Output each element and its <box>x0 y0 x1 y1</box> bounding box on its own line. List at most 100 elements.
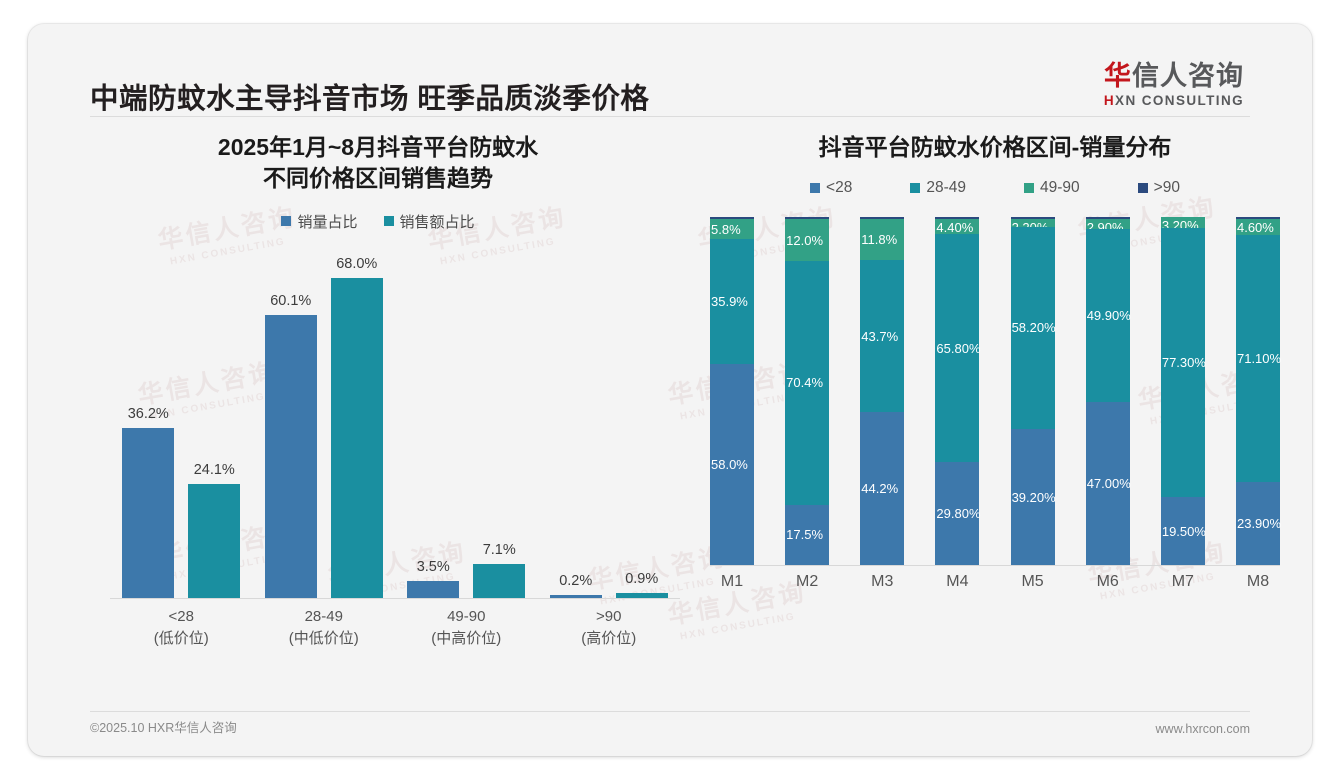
right-legend-item-2[interactable]: 49-90 <box>1024 179 1080 197</box>
stacked-bar-x-axis <box>710 565 1280 567</box>
legend-swatch-icon <box>383 216 394 227</box>
left-legend-item-0[interactable]: 销量占比 <box>281 211 358 232</box>
left-chart-legend: 销量占比 销售额占比 <box>68 211 688 232</box>
bar-value-label: 7.1% <box>482 542 516 559</box>
right-legend-item-3[interactable]: >90 <box>1137 179 1180 197</box>
x-axis-label: <28 (低价位) <box>110 606 253 651</box>
segment-value-label: 77.30% <box>1161 355 1206 371</box>
legend-label: <28 <box>826 179 853 197</box>
stacked-segment[interactable]: 4.60% <box>1235 219 1280 236</box>
legend-label: 销量占比 <box>297 213 358 231</box>
right-chart-panel: 抖音平台防蚊水价格区间-销量分布 <28 28-49 49-90 >90 0.3%5.… <box>700 132 1290 611</box>
stacked-segment[interactable]: 58.20% <box>1010 226 1056 430</box>
stacked-bar-chart: 0.3%5.8%35.9%58.0% 0.1%12.0%70.4%17.5% 0.3… <box>700 217 1290 611</box>
stacked-segment[interactable]: 35.9% <box>710 239 754 364</box>
logo-cn-red-char: 华 <box>1104 61 1132 91</box>
stacked-segment[interactable]: 47.00% <box>1085 402 1131 566</box>
stacked-segment[interactable]: 70.4% <box>785 260 830 505</box>
right-legend-item-1[interactable]: 28-49 <box>910 179 966 197</box>
stacked-segment[interactable]: 12.0% <box>785 219 830 261</box>
stacked-segment[interactable]: 2.90% <box>1085 219 1130 234</box>
footer-divider <box>90 711 1250 712</box>
stacked-segment[interactable]: 17.5% <box>785 504 830 566</box>
legend-swatch-icon <box>281 216 292 227</box>
legend-swatch-icon <box>1024 183 1034 194</box>
bar-column[interactable]: 60.1% <box>264 246 317 598</box>
bar-group: 36.2% 24.1% <box>110 246 253 598</box>
bar-value-label: 60.1% <box>270 293 312 310</box>
bar[interactable] <box>615 593 668 598</box>
x-axis-label-sub: (中低价位) <box>288 630 359 648</box>
bar[interactable] <box>330 278 383 598</box>
bar[interactable] <box>407 581 460 598</box>
stacked-segment[interactable]: 43.7% <box>860 260 905 412</box>
stacked-segment[interactable]: 58.0% <box>710 363 754 566</box>
stacked-bar-column[interactable]: 0.20%2.90%49.90%47.00% <box>1085 217 1131 566</box>
stacked-segment[interactable]: 2.20% <box>1010 219 1055 234</box>
stacked-segment[interactable]: 11.8% <box>860 219 905 261</box>
bar-column[interactable]: 7.1% <box>473 246 526 598</box>
segment-value-label: 47.00% <box>1086 476 1131 492</box>
stacked-segment[interactable]: 65.80% <box>935 234 981 463</box>
stacked-segment[interactable]: 39.20% <box>1010 429 1056 566</box>
segment-value-label: 71.10% <box>1236 351 1282 367</box>
bar[interactable] <box>188 484 241 598</box>
stacked-bar-column[interactable]: 0.10%4.40%65.80%29.80% <box>935 217 981 566</box>
bar-group: 0.2% 0.9% <box>538 246 681 598</box>
bar-value-label: 3.5% <box>416 559 450 576</box>
legend-swatch-icon <box>1137 183 1148 194</box>
grouped-bar-chart: 36.2% 24.1% 60.1% 68.0% 3.5% 7.1% 0.2% 0.9% <28… <box>68 246 688 647</box>
stacked-segment[interactable]: 44.2% <box>860 411 905 566</box>
company-logo: 华信人咨询 HXN CONSULTING <box>1104 61 1244 109</box>
right-legend-item-0[interactable]: <28 <box>810 179 852 197</box>
segment-value-label: 19.50% <box>1161 523 1206 539</box>
legend-label: 销售额占比 <box>399 213 475 231</box>
stacked-segment[interactable]: 29.80% <box>935 462 981 566</box>
footer-website: www.hxrcon.com <box>1155 722 1250 736</box>
stacked-bar-column[interactable]: 0.40%2.20%58.20%39.20% <box>1010 217 1056 566</box>
bar-column[interactable]: 24.1% <box>188 246 241 598</box>
bar-column[interactable]: 0.9% <box>615 246 668 598</box>
stacked-segment[interactable]: 19.50% <box>1160 497 1206 566</box>
legend-label: 28-49 <box>926 179 966 197</box>
slide-frame: 中端防蚊水主导抖音市场 旺季品质淡季价格 华信人咨询 HXN CONSULTIN… <box>28 24 1312 756</box>
x-axis-label: M2 <box>796 573 819 591</box>
right-chart-title: 抖音平台防蚊水价格区间-销量分布 <box>818 134 1172 160</box>
logo-en-rest: XN CONSULTING <box>1115 93 1244 109</box>
bar[interactable] <box>264 315 317 598</box>
stacked-segment[interactable]: 3.20% <box>1160 217 1205 232</box>
legend-label: >90 <box>1153 179 1180 197</box>
bar-value-label: 0.9% <box>625 571 659 588</box>
header-divider <box>90 116 1250 117</box>
stacked-bar-column[interactable]: 0.3%11.8%43.7%44.2% <box>860 217 905 566</box>
stacked-segment[interactable]: 49.90% <box>1085 229 1131 403</box>
stacked-bar-column[interactable]: 0.3%5.8%35.9%58.0% <box>710 217 754 566</box>
bar[interactable] <box>473 564 526 598</box>
grouped-bar-plot-area: 36.2% 24.1% 60.1% 68.0% 3.5% 7.1% 0.2% 0.9% <box>110 246 680 598</box>
bar[interactable] <box>549 594 602 598</box>
bar-column[interactable]: 36.2% <box>122 246 175 598</box>
x-axis-label-sub: (中高价位) <box>431 630 502 648</box>
segment-value-label: 23.90% <box>1236 516 1282 532</box>
stacked-segment[interactable]: 5.8% <box>710 219 754 240</box>
x-axis-label-sub: (低价位) <box>153 630 209 648</box>
bar[interactable] <box>122 427 175 598</box>
stacked-bar-column[interactable]: 0.1%12.0%70.4%17.5% <box>785 217 830 566</box>
x-axis-label-main: 49-90 <box>447 607 486 625</box>
stacked-segment[interactable]: 77.30% <box>1160 228 1206 498</box>
bar-column[interactable]: 0.2% <box>549 246 602 598</box>
stacked-bar-column[interactable]: 0.40%4.60%71.10%23.90% <box>1235 217 1282 566</box>
stacked-segment[interactable]: 23.90% <box>1235 482 1282 566</box>
legend-swatch-icon <box>810 183 821 194</box>
bar-column[interactable]: 68.0% <box>330 246 383 598</box>
left-chart-title-line1: 2025年1月~8月抖音平台防蚊水 <box>217 134 539 160</box>
legend-label: 49-90 <box>1040 179 1080 197</box>
right-chart-legend: <28 28-49 49-90 >90 <box>700 179 1290 197</box>
left-legend-item-1[interactable]: 销售额占比 <box>383 211 475 232</box>
logo-cn-rest: 信人咨询 <box>1132 61 1244 91</box>
stacked-segment[interactable]: 71.10% <box>1235 235 1282 483</box>
stacked-bar-column[interactable]: 3.20% 77.30% 19.50% <box>1160 217 1206 566</box>
stacked-segment[interactable]: 4.40% <box>935 219 980 235</box>
bar-column[interactable]: 3.5% <box>407 246 460 598</box>
x-axis-label: 28-49 (中低价位) <box>253 606 396 651</box>
